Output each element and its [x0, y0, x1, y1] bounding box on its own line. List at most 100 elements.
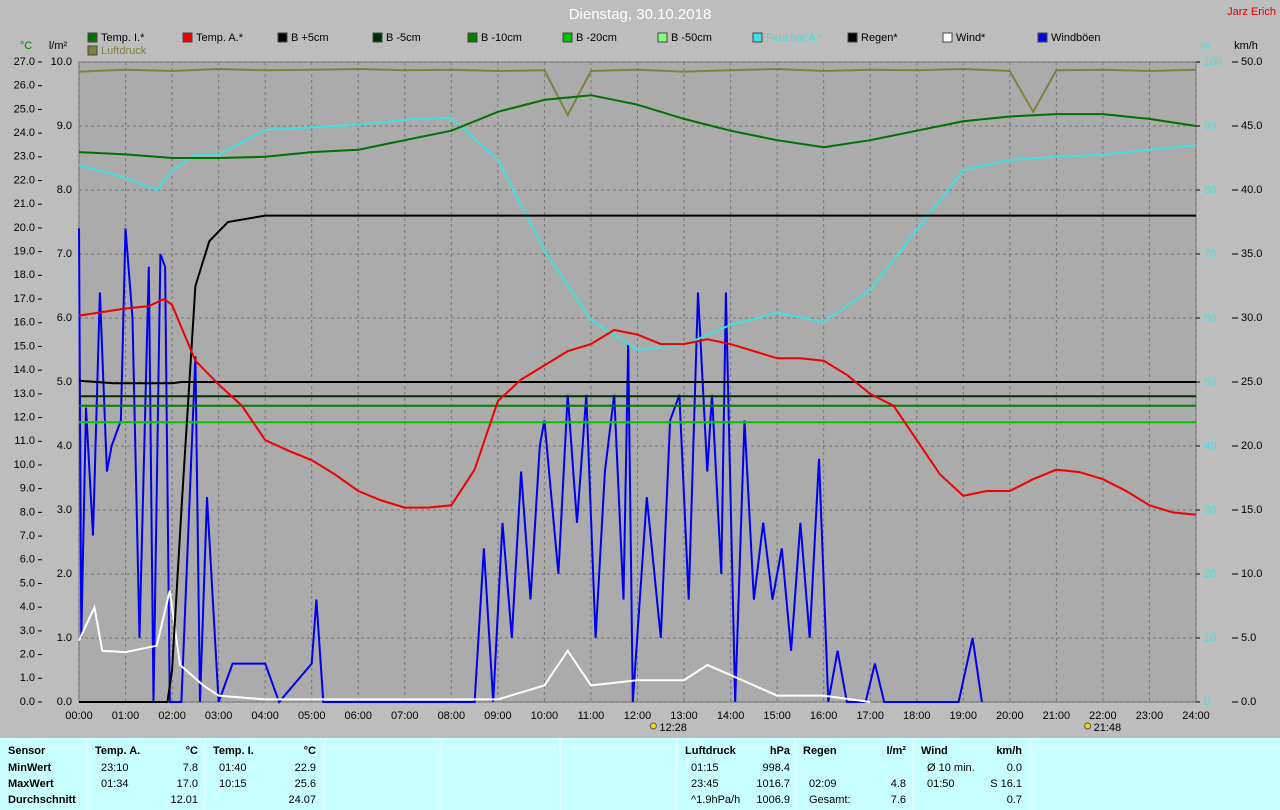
- column-unit: °C: [186, 745, 198, 757]
- axis-unit: %: [1200, 40, 1210, 52]
- column-unit: °C: [304, 745, 316, 757]
- y2-tick-label: 40: [1204, 440, 1216, 452]
- x-tick-label: 22:00: [1089, 710, 1117, 722]
- axis-unit: °C: [20, 40, 32, 52]
- cell: 12.01: [170, 794, 198, 806]
- legend-label: B -5cm: [386, 32, 421, 44]
- y2-tick-label: 20: [1204, 568, 1216, 580]
- column-unit: l/m²: [886, 745, 906, 757]
- series-line: [78, 94, 1197, 159]
- x-tick-label: 06:00: [344, 710, 372, 722]
- y-tick-label: 18.0: [14, 269, 35, 281]
- column-header: Temp. I.: [213, 745, 254, 757]
- y-tick-label: 14.0: [14, 364, 35, 376]
- legend-label: B +5cm: [291, 32, 329, 44]
- row-label: MinWert: [8, 762, 52, 774]
- x-tick-label: 18:00: [903, 710, 931, 722]
- series-line: [78, 590, 871, 703]
- cell: 01:15: [691, 762, 719, 774]
- y2-tick-label: 80: [1204, 184, 1216, 196]
- y3-tick-label: 45.0: [1241, 120, 1262, 132]
- y-tick-label: 1.0: [20, 672, 35, 684]
- y4-tick-label: 4.0: [57, 440, 72, 452]
- cell: 25.6: [295, 778, 316, 790]
- column-unit: hPa: [770, 745, 791, 757]
- y3-tick-label: 5.0: [1241, 632, 1256, 644]
- cell: 10:15: [219, 778, 247, 790]
- y3-tick-label: 30.0: [1241, 312, 1262, 324]
- y2-tick-label: 100: [1204, 56, 1222, 68]
- y-tick-label: 10.0: [14, 459, 35, 471]
- legend-label: Regen*: [861, 32, 898, 44]
- legend-swatch: [182, 32, 193, 43]
- y-tick-label: 2.0: [20, 648, 35, 660]
- y-tick-label: 25.0: [14, 103, 35, 115]
- annotation: 21:48: [1094, 722, 1122, 734]
- y4-tick-label: 6.0: [57, 312, 72, 324]
- y4-tick-label: 8.0: [57, 184, 72, 196]
- legend-label: B -50cm: [671, 32, 712, 44]
- legend-label: Feuchte A.*: [766, 32, 824, 44]
- legend-swatch: [942, 32, 953, 43]
- stats-panel: [0, 738, 1280, 810]
- x-tick-label: 12:00: [624, 710, 652, 722]
- y3-tick-label: 20.0: [1241, 440, 1262, 452]
- cell: 1016.7: [756, 778, 790, 790]
- series-line: [78, 116, 1197, 352]
- y3-tick-label: 15.0: [1241, 504, 1262, 516]
- x-tick-label: 15:00: [763, 710, 791, 722]
- y4-tick-label: 10.0: [51, 56, 72, 68]
- y3-tick-label: 25.0: [1241, 376, 1262, 388]
- cell: 7.6: [891, 794, 906, 806]
- x-tick-label: 00:00: [65, 710, 93, 722]
- column-header: Regen: [803, 745, 837, 757]
- legend-label: Luftdruck: [101, 45, 147, 57]
- x-tick-label: 17:00: [856, 710, 884, 722]
- series-line: [79, 214, 1196, 703]
- y2-tick-label: 60: [1204, 312, 1216, 324]
- x-tick-label: 05:00: [298, 710, 326, 722]
- cell: Ø 10 min.: [927, 762, 975, 774]
- legend-swatch: [1037, 32, 1048, 43]
- row-label: Durchschnitt: [8, 794, 76, 806]
- y2-tick-label: 30: [1204, 504, 1216, 516]
- sun-icon: [649, 722, 657, 730]
- x-tick-label: 16:00: [810, 710, 838, 722]
- row-label: Sensor: [8, 745, 46, 757]
- cell: 998.4: [762, 762, 790, 774]
- y2-tick-label: 70: [1204, 248, 1216, 260]
- y-tick-label: 19.0: [14, 246, 35, 258]
- y-tick-label: 16.0: [14, 317, 35, 329]
- axis-unit: l/m²: [49, 40, 68, 52]
- y-tick-label: 17.0: [14, 293, 35, 305]
- cell: 4.8: [891, 778, 906, 790]
- y-tick-label: 20.0: [14, 222, 35, 234]
- y4-tick-label: 3.0: [57, 504, 72, 516]
- y2-tick-label: 0: [1204, 696, 1210, 708]
- x-tick-label: 07:00: [391, 710, 419, 722]
- y-tick-label: 3.0: [20, 625, 35, 637]
- y-tick-label: 22.0: [14, 174, 35, 186]
- y3-tick-label: 50.0: [1241, 56, 1262, 68]
- x-tick-label: 13:00: [670, 710, 698, 722]
- cell: 22.9: [295, 762, 316, 774]
- y3-tick-label: 10.0: [1241, 568, 1262, 580]
- cell: 01:40: [219, 762, 247, 774]
- column-unit: km/h: [996, 745, 1022, 757]
- y-tick-label: 15.0: [14, 340, 35, 352]
- legend-swatch: [847, 32, 858, 43]
- cell: 01:50: [927, 778, 955, 790]
- x-tick-label: 11:00: [578, 710, 605, 722]
- y2-tick-label: 90: [1204, 120, 1216, 132]
- cell: 7.8: [183, 762, 198, 774]
- y3-tick-label: 40.0: [1241, 184, 1262, 196]
- cell: 0.7: [1007, 794, 1022, 806]
- axis-unit: km/h: [1234, 40, 1258, 52]
- y-tick-label: 13.0: [14, 388, 35, 400]
- x-tick-label: 20:00: [996, 710, 1024, 722]
- legend-swatch: [562, 32, 573, 43]
- series-line: [78, 379, 1196, 385]
- y-tick-label: 23.0: [14, 151, 35, 163]
- y-tick-label: 27.0: [14, 56, 35, 68]
